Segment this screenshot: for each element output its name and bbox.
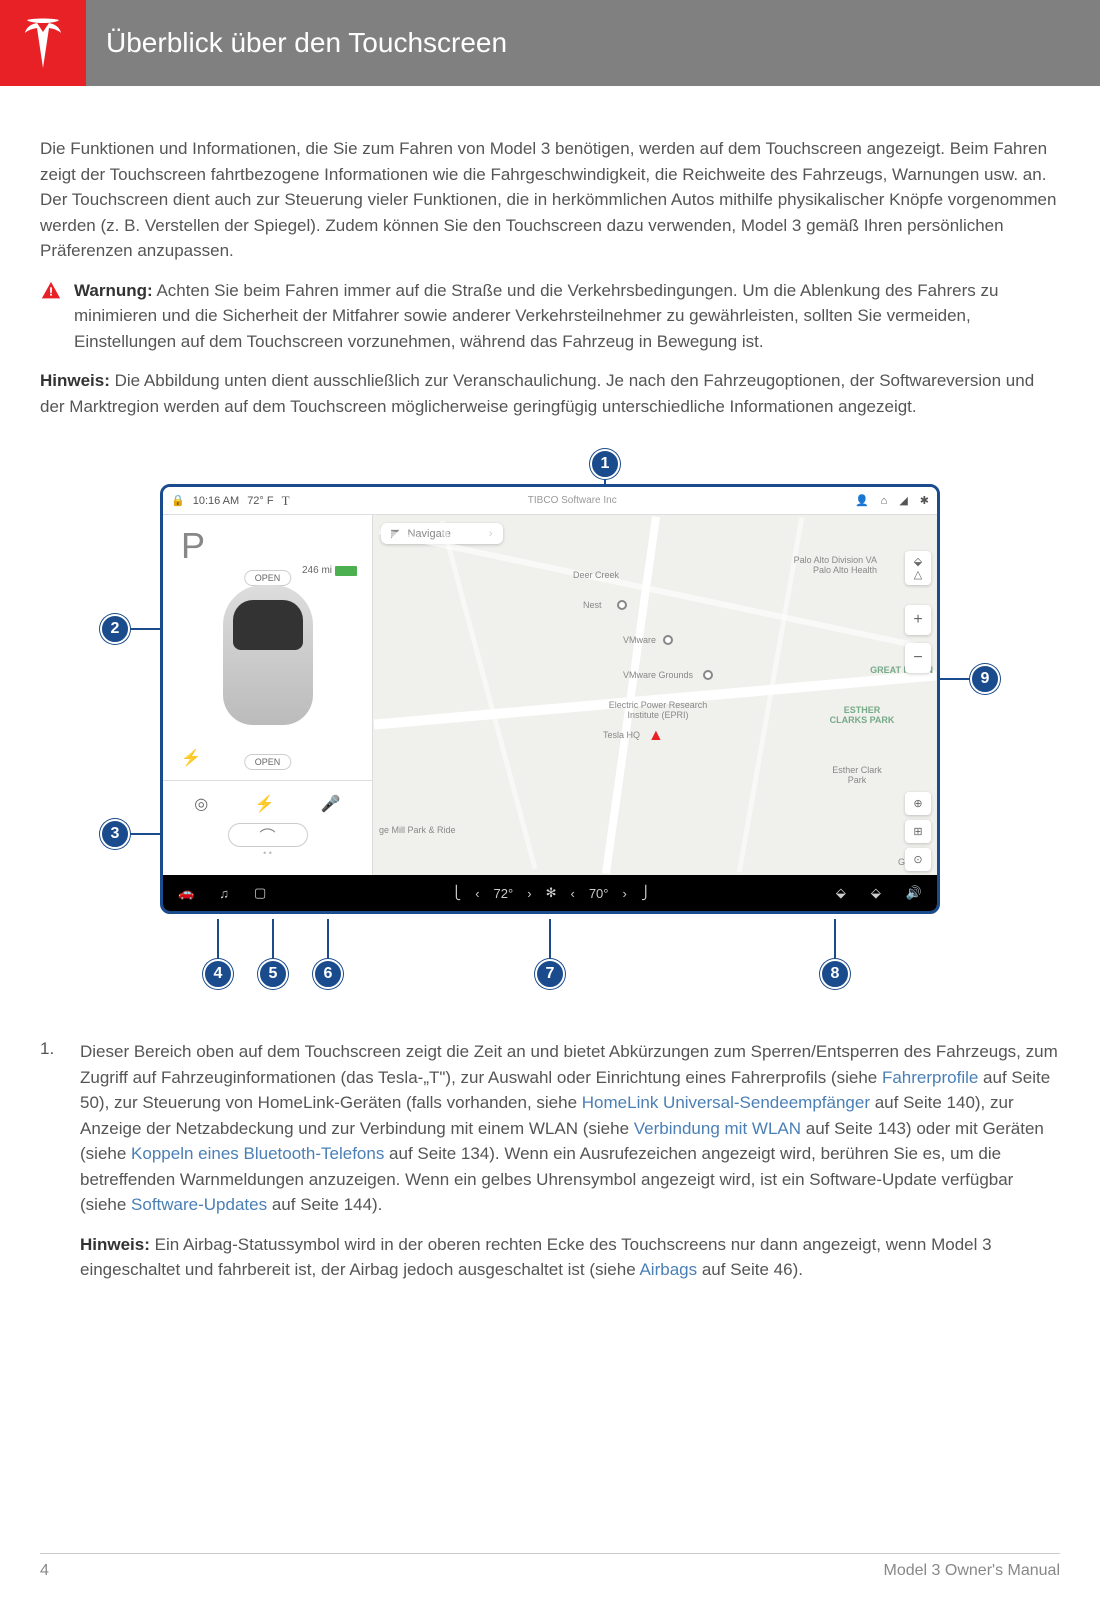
callout-5: 5 <box>258 959 288 989</box>
warning-text: Achten Sie beim Fahren immer auf die Str… <box>74 281 998 351</box>
map-label: ESTHER CLARKS PARK <box>827 705 897 725</box>
callout-1: 1 <box>590 449 620 479</box>
drive-status-panel: P 246 mi OPEN ⚡ OPEN <box>163 515 372 780</box>
chevron-right-icon: › <box>489 528 493 540</box>
page-number: 4 <box>40 1562 49 1580</box>
defrost-front-icon[interactable]: ⬙ <box>836 885 846 901</box>
link-bluetooth[interactable]: Koppeln eines Bluetooth-Telefons <box>131 1144 384 1163</box>
intro-paragraph: Die Funktionen und Informationen, die Si… <box>40 136 1060 264</box>
page-header: Überblick über den Touchscreen <box>0 0 1100 86</box>
defrost-rear-icon[interactable]: ⬙ <box>871 885 881 901</box>
callout-2: 2 <box>100 614 130 644</box>
status-bar: 🔒 10:16 AM 72° F T TIBCO Software Inc 👤 … <box>163 487 937 515</box>
map-label: VMware <box>623 635 656 645</box>
page-footer: 4 Model 3 Owner's Manual <box>40 1553 1060 1580</box>
link-wlan[interactable]: Verbindung mit WLAN <box>634 1119 801 1138</box>
link-software-updates[interactable]: Software-Updates <box>131 1195 267 1214</box>
left-panel: P 246 mi OPEN ⚡ OPEN ◎ <box>163 515 373 875</box>
map-label: Esther Clark Park <box>832 765 882 785</box>
map-label: Deer Creek <box>573 570 619 580</box>
seat-heater-left-icon[interactable]: ⎩ <box>451 885 461 901</box>
app-launcher-icon[interactable]: ▢ <box>254 885 266 901</box>
climate-controls[interactable]: ⎩ ‹72°› ✻ ‹70°› ⎭ <box>291 885 811 901</box>
map-label: Palo Alto Division VA Palo Alto Health <box>777 555 877 575</box>
tesla-logo <box>0 0 86 86</box>
list-item-1: 1. Dieser Bereich oben auf dem Touchscre… <box>40 1039 1060 1283</box>
seat-heater-right-icon[interactable]: ⎭ <box>641 885 651 901</box>
list-1-paragraph: Dieser Bereich oben auf dem Touchscreen … <box>80 1039 1060 1218</box>
climate-temp-left: 72° <box>494 886 514 901</box>
map-vehicle-marker: ▲ <box>648 727 664 745</box>
callout-4: 4 <box>203 959 233 989</box>
wifi-icon: ◢ <box>899 494 907 507</box>
status-temp: 72° F <box>247 495 273 507</box>
bluetooth-icon: ✱ <box>920 494 929 507</box>
callout-9: 9 <box>970 664 1000 694</box>
map-label: Nest <box>583 600 602 610</box>
fan-icon[interactable]: ✻ <box>546 885 557 901</box>
charge-port-icon[interactable]: ⚡ <box>181 748 201 768</box>
map-label: Tesla HQ <box>603 730 640 740</box>
map-panel[interactable]: ◤ Navigate › Deer Creek Nest <box>373 515 937 875</box>
volume-icon[interactable]: 🔊 <box>906 885 922 901</box>
callout-3: 3 <box>100 819 130 849</box>
bottom-bar: 🚗 ♫ ▢ ⎩ ‹72°› ✻ ‹70°› ⎭ ⬙ ⬙ 🔊 <box>163 875 937 911</box>
map-label: Electric Power Research Institute (EPRI) <box>593 700 723 720</box>
climate-temp-right: 70° <box>589 886 609 901</box>
link-airbags[interactable]: Airbags <box>639 1260 697 1279</box>
callout-7: 7 <box>535 959 565 989</box>
trunk-open-button[interactable]: OPEN <box>244 754 292 770</box>
list-1-note: Hinweis: Ein Airbag-Statussymbol wird in… <box>80 1232 1060 1283</box>
map-layers-button[interactable]: ⊞ <box>905 820 931 843</box>
warning-block: Warnung: Achten Sie beim Fahren immer au… <box>40 278 1060 355</box>
touchscreen-diagram: 1 2 3 4 5 6 7 8 9 🔒 10:16 AM <box>90 449 1010 1009</box>
map-globe-button[interactable]: ⊕ <box>905 792 931 815</box>
car-icon[interactable]: 🚗 <box>178 885 194 901</box>
touchscreen-frame: 🔒 10:16 AM 72° F T TIBCO Software Inc 👤 … <box>160 484 940 914</box>
profile-icon: 👤 <box>855 494 869 507</box>
callout-6: 6 <box>313 959 343 989</box>
callout-8: 8 <box>820 959 850 989</box>
tesla-logo-icon <box>23 18 63 68</box>
bolt-icon[interactable]: ⚡ <box>255 794 275 814</box>
list-number: 1. <box>40 1039 60 1283</box>
battery-icon <box>335 566 357 576</box>
quick-controls-panel: ◎ ⚡ 🎤 ⌒ • • <box>163 780 372 875</box>
note-text: Die Abbildung unten dient ausschließlich… <box>40 371 1034 416</box>
warning-icon <box>40 280 62 302</box>
mic-icon[interactable]: 🎤 <box>321 794 341 814</box>
wiper-control[interactable]: ⌒ <box>228 823 308 847</box>
music-icon[interactable]: ♫ <box>219 886 229 901</box>
note-block: Hinweis: Die Abbildung unten dient aussc… <box>40 368 1060 419</box>
range-value: 246 mi <box>302 565 332 576</box>
link-fahrerprofile[interactable]: Fahrerprofile <box>882 1068 978 1087</box>
lock-icon: 🔒 <box>171 494 185 507</box>
range-indicator: 246 mi <box>302 565 357 576</box>
frunk-open-button[interactable]: OPEN <box>244 570 292 586</box>
link-homelink[interactable]: HomeLink Universal-Sendeempfänger <box>582 1093 870 1112</box>
map-label: VMware Grounds <box>623 670 693 680</box>
map-label: ge Mill Park & Ride <box>379 825 456 835</box>
target-icon[interactable]: ◎ <box>194 794 208 814</box>
warning-label: Warnung: <box>74 281 153 300</box>
map-north-button[interactable]: ⬙△ <box>905 551 931 585</box>
map-center-button[interactable]: ⊙ <box>905 848 931 871</box>
manual-title: Model 3 Owner's Manual <box>884 1562 1060 1580</box>
car-image <box>223 585 313 725</box>
page-title: Überblick über den Touchscreen <box>86 0 1100 86</box>
note-label: Hinweis: <box>40 371 110 390</box>
map-zoom-out-button[interactable]: − <box>905 643 931 673</box>
gear-indicator: P <box>181 525 205 567</box>
tesla-t-icon: T <box>282 493 290 509</box>
homelink-icon: ⌂ <box>881 495 888 507</box>
status-location: TIBCO Software Inc <box>300 495 845 506</box>
map-zoom-in-button[interactable]: + <box>905 605 931 635</box>
status-time: 10:16 AM <box>193 495 239 507</box>
